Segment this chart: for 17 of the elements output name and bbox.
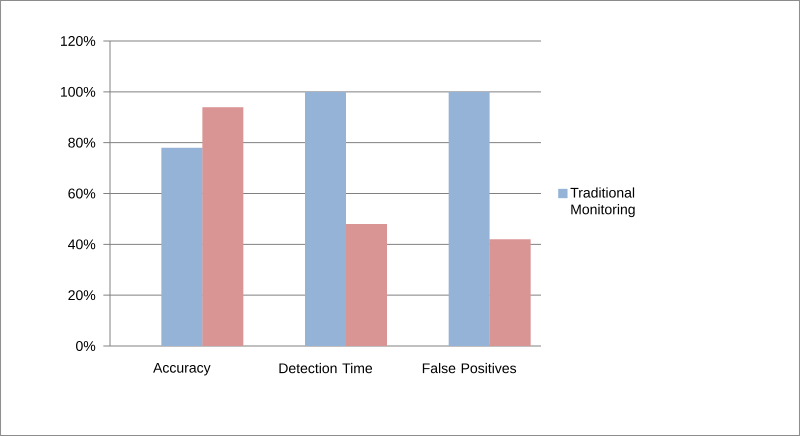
bar [161,148,202,346]
bar [448,92,490,346]
x-tick-label: Accuracy [153,362,211,376]
bar [346,224,387,346]
y-tick-label: 80% [68,138,96,148]
legend-label: Traditional Monitoring [570,187,635,218]
bar [305,92,346,346]
y-tick-label: 40% [68,239,96,250]
bar [202,107,244,346]
x-tick-label: False Positives [422,362,516,374]
y-tick-label: 20% [68,290,96,300]
y-tick-label: 120% [60,36,96,46]
bar [490,239,531,346]
y-tick-label: 0% [76,341,96,351]
y-tick-label: 100% [60,86,96,97]
y-tick-label: 60% [68,188,96,198]
x-tick-label: Detection Time [279,362,372,374]
